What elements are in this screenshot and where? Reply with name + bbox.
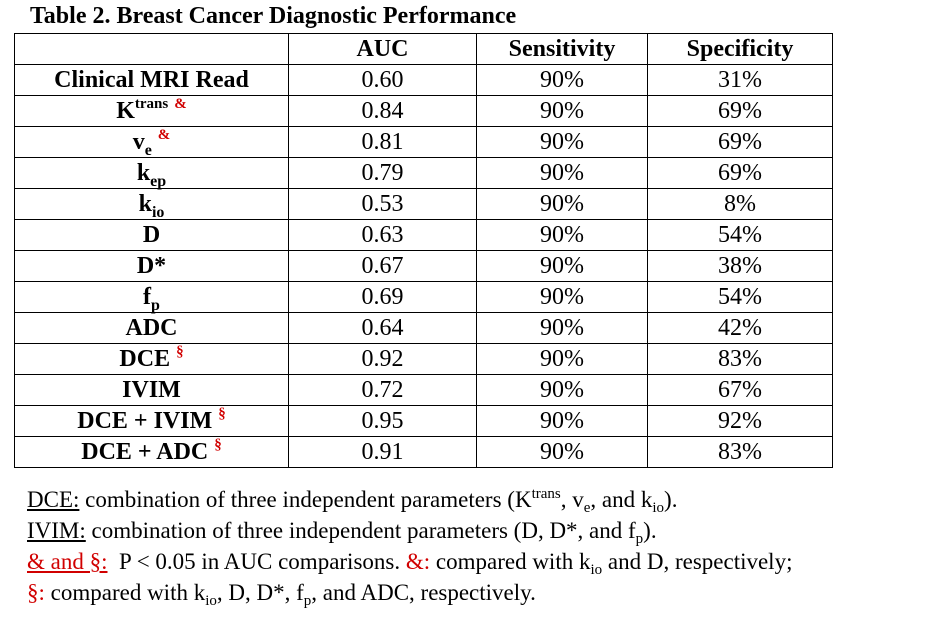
significance-marker: § <box>218 406 226 422</box>
row-label: kep <box>14 157 289 190</box>
sensitivity-cell: 90% <box>476 126 648 158</box>
row-label: D <box>14 219 289 251</box>
specificity-cell: 92% <box>647 405 833 437</box>
specificity-cell: 69% <box>647 157 833 189</box>
table-row: DCE § 0.92 90% 83% <box>14 343 833 375</box>
sensitivity-cell: 90% <box>476 374 648 406</box>
auc-cell: 0.64 <box>288 312 477 344</box>
specificity-cell: 54% <box>647 281 833 313</box>
table-footnotes: DCE: combination of three independent pa… <box>27 484 937 609</box>
row-label: Clinical MRI Read <box>14 64 289 96</box>
auc-cell: 0.67 <box>288 250 477 282</box>
specificity-cell: 69% <box>647 126 833 158</box>
row-label: Ktrans & <box>14 95 289 127</box>
table-row: kio 0.53 90% 8% <box>14 188 833 221</box>
table-row: kep 0.79 90% 69% <box>14 157 833 190</box>
table-title: Table 2. Breast Cancer Diagnostic Perfor… <box>30 3 517 29</box>
specificity-cell: 67% <box>647 374 833 406</box>
sensitivity-cell: 90% <box>476 157 648 189</box>
auc-cell: 0.79 <box>288 157 477 189</box>
significance-marker: § <box>176 344 184 360</box>
significance-marker: & <box>174 96 187 112</box>
sensitivity-cell: 90% <box>476 95 648 127</box>
specificity-cell: 83% <box>647 436 833 468</box>
specificity-cell: 54% <box>647 219 833 251</box>
sensitivity-cell: 90% <box>476 188 648 220</box>
auc-cell: 0.92 <box>288 343 477 375</box>
header-specificity: Specificity <box>647 33 833 65</box>
section-marker: §: <box>27 580 45 605</box>
table-row: IVIM 0.72 90% 67% <box>14 374 833 406</box>
sensitivity-cell: 90% <box>476 405 648 437</box>
row-label: ve & <box>14 126 289 159</box>
footnote-section-marker: §: compared with kio, D, D*, fp, and ADC… <box>27 580 536 609</box>
header-auc: AUC <box>288 33 477 65</box>
auc-cell: 0.91 <box>288 436 477 468</box>
specificity-cell: 42% <box>647 312 833 344</box>
footnote-dce: DCE: combination of three independent pa… <box>27 486 678 516</box>
row-label: DCE + ADC § <box>14 436 289 468</box>
sensitivity-cell: 90% <box>476 281 648 313</box>
footnote-term: & and §: <box>27 549 108 574</box>
amp-marker: &: <box>405 549 431 574</box>
row-label: DCE § <box>14 343 289 375</box>
auc-cell: 0.69 <box>288 281 477 313</box>
specificity-cell: 38% <box>647 250 833 282</box>
sensitivity-cell: 90% <box>476 64 648 96</box>
auc-cell: 0.84 <box>288 95 477 127</box>
significance-marker: § <box>214 437 222 453</box>
header-row: AUC Sensitivity Specificity <box>14 33 833 65</box>
specificity-cell: 83% <box>647 343 833 375</box>
table-row: ADC 0.64 90% 42% <box>14 312 833 344</box>
table-row: ve & 0.81 90% 69% <box>14 126 833 159</box>
sensitivity-cell: 90% <box>476 343 648 375</box>
sensitivity-cell: 90% <box>476 219 648 251</box>
table-row: Ktrans & 0.84 90% 69% <box>14 95 833 127</box>
header-parameter <box>14 33 289 65</box>
auc-cell: 0.95 <box>288 405 477 437</box>
sensitivity-cell: 90% <box>476 250 648 282</box>
auc-cell: 0.72 <box>288 374 477 406</box>
footnote-ivim: IVIM: combination of three independent p… <box>27 518 657 547</box>
diagnostic-performance-table: AUC Sensitivity Specificity Clinical MRI… <box>14 33 833 468</box>
specificity-cell: 31% <box>647 64 833 96</box>
auc-cell: 0.60 <box>288 64 477 96</box>
table-row: D 0.63 90% 54% <box>14 219 833 251</box>
specificity-cell: 8% <box>647 188 833 220</box>
row-label: IVIM <box>14 374 289 406</box>
header-sensitivity: Sensitivity <box>476 33 648 65</box>
table-row: Clinical MRI Read 0.60 90% 31% <box>14 64 833 96</box>
row-label: ADC <box>14 312 289 344</box>
row-label: kio <box>14 188 289 221</box>
footnote-term: DCE: <box>27 487 80 512</box>
table-row: DCE + ADC § 0.91 90% 83% <box>14 436 833 468</box>
row-label: fp <box>14 281 289 314</box>
table-row: DCE + IVIM § 0.95 90% 92% <box>14 405 833 437</box>
row-label: D* <box>14 250 289 282</box>
sensitivity-cell: 90% <box>476 436 648 468</box>
auc-cell: 0.63 <box>288 219 477 251</box>
table-row: fp 0.69 90% 54% <box>14 281 833 314</box>
auc-cell: 0.53 <box>288 188 477 220</box>
row-label: DCE + IVIM § <box>14 405 289 437</box>
significance-marker: & <box>157 127 171 143</box>
table-row: D* 0.67 90% 38% <box>14 250 833 282</box>
auc-cell: 0.81 <box>288 126 477 158</box>
specificity-cell: 69% <box>647 95 833 127</box>
footnote-significance: & and §: P < 0.05 in AUC comparisons. &:… <box>27 549 793 578</box>
sensitivity-cell: 90% <box>476 312 648 344</box>
footnote-term: IVIM: <box>27 518 86 543</box>
